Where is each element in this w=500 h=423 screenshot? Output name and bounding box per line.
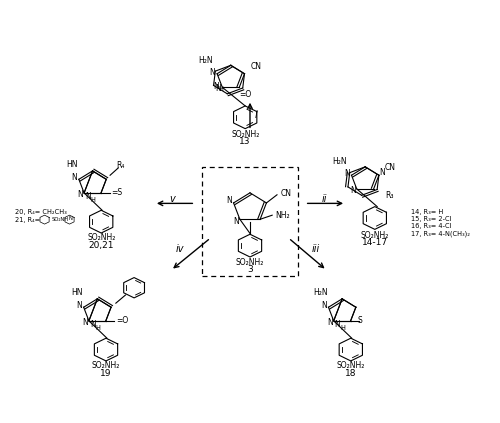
- Text: 14, R₃= H: 14, R₃= H: [411, 209, 443, 214]
- Text: 13: 13: [240, 137, 251, 146]
- Text: N: N: [344, 169, 350, 178]
- Text: N: N: [233, 217, 239, 226]
- Text: R₃: R₃: [385, 191, 394, 200]
- Text: HN: HN: [72, 288, 83, 297]
- Text: 20,21: 20,21: [88, 241, 114, 250]
- Text: H: H: [90, 197, 95, 203]
- Text: iii: iii: [312, 244, 320, 254]
- Text: N: N: [216, 85, 222, 93]
- Text: 14-17: 14-17: [362, 238, 388, 247]
- Text: SO₂NH₂: SO₂NH₂: [231, 130, 260, 139]
- Text: N: N: [210, 68, 215, 77]
- Text: 3: 3: [247, 266, 253, 275]
- Text: H: H: [95, 325, 100, 331]
- Text: 21, R₄=: 21, R₄=: [15, 217, 40, 222]
- Text: N: N: [334, 320, 340, 330]
- Text: CN: CN: [250, 62, 262, 71]
- Text: SO₂NH: SO₂NH: [52, 217, 69, 222]
- Text: v: v: [169, 193, 174, 203]
- Text: SO₂NH₂: SO₂NH₂: [360, 231, 389, 239]
- Text: N: N: [76, 301, 82, 310]
- Text: =S: =S: [112, 188, 122, 197]
- Text: N: N: [350, 186, 356, 195]
- Text: N: N: [85, 192, 91, 201]
- Text: 20, R₄= CH₂CH₃: 20, R₄= CH₂CH₃: [15, 209, 66, 214]
- Text: SO₂NH₂: SO₂NH₂: [87, 233, 116, 242]
- Text: H₂N: H₂N: [332, 157, 347, 167]
- Text: R₄: R₄: [116, 162, 125, 170]
- Text: NH₂: NH₂: [276, 211, 290, 220]
- Text: N: N: [213, 82, 219, 91]
- Text: 15, R₃= 2-Cl: 15, R₃= 2-Cl: [411, 216, 452, 222]
- Text: HN: HN: [66, 160, 78, 169]
- Text: S: S: [358, 316, 362, 324]
- Text: 17, R₃= 4-N(CH₃)₂: 17, R₃= 4-N(CH₃)₂: [411, 230, 470, 237]
- Text: N: N: [68, 216, 72, 221]
- Text: ii: ii: [322, 193, 327, 203]
- Text: 16, R₃= 4-Cl: 16, R₃= 4-Cl: [411, 223, 452, 229]
- Text: N: N: [78, 190, 83, 199]
- Text: SO₂NH₂: SO₂NH₂: [92, 361, 120, 370]
- Text: N: N: [90, 320, 96, 330]
- Text: N: N: [226, 196, 232, 206]
- Text: =O: =O: [116, 316, 128, 324]
- Text: H: H: [340, 325, 345, 331]
- Text: H₂N: H₂N: [198, 56, 212, 65]
- Text: CN: CN: [280, 190, 291, 198]
- Text: =O: =O: [240, 90, 252, 99]
- Text: N: N: [71, 173, 77, 182]
- Text: H: H: [218, 86, 223, 93]
- Text: 18: 18: [345, 368, 356, 378]
- Text: i: i: [254, 110, 257, 120]
- Text: N: N: [321, 301, 326, 310]
- Text: SO₂NH₂: SO₂NH₂: [336, 361, 365, 370]
- Text: 19: 19: [100, 368, 112, 378]
- Bar: [202, 167, 298, 277]
- Text: H₂N: H₂N: [313, 288, 328, 297]
- Text: iv: iv: [176, 244, 184, 254]
- Text: N: N: [379, 168, 384, 176]
- Text: N: N: [327, 318, 332, 327]
- Text: N: N: [82, 318, 88, 327]
- Text: CN: CN: [384, 162, 396, 172]
- Text: SO₂NH₂: SO₂NH₂: [236, 258, 264, 267]
